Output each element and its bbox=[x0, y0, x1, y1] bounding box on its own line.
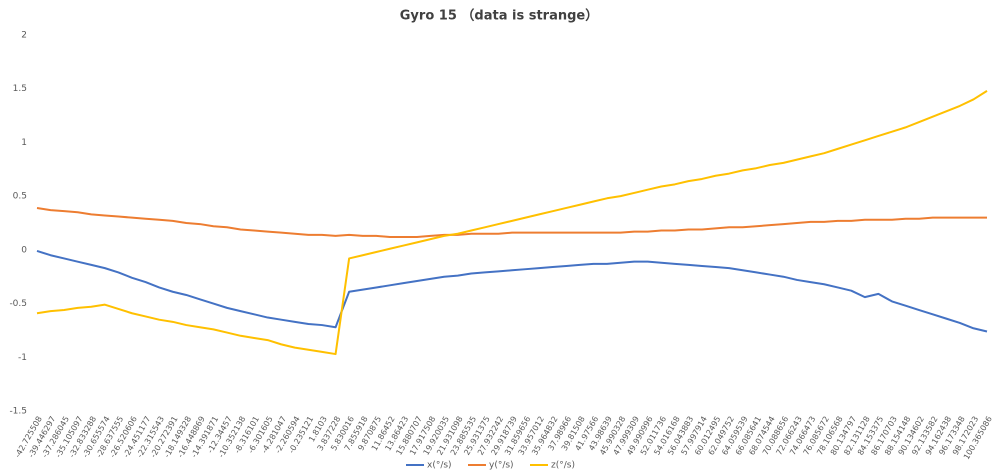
y-tick-label: -1 bbox=[18, 353, 27, 363]
y-tick-label: 0.5 bbox=[13, 192, 27, 202]
y-tick-label: 2 bbox=[21, 31, 27, 41]
y-tick-label: 1.5 bbox=[13, 84, 27, 94]
y-tick-label: 1 bbox=[21, 138, 27, 148]
chart-title: Gyro 15 （data is strange） bbox=[400, 8, 598, 24]
legend-label: x(°/s) bbox=[427, 461, 452, 471]
y-tick-label: -0.5 bbox=[9, 299, 27, 309]
legend-label: z(°/s) bbox=[551, 461, 575, 471]
legend-label: y(°/s) bbox=[489, 461, 514, 471]
y-tick-label: 0 bbox=[21, 245, 27, 255]
data-line bbox=[36, 249, 988, 333]
data-line bbox=[36, 206, 987, 238]
data-line bbox=[36, 90, 988, 356]
y-tick-label: -1.5 bbox=[9, 407, 27, 417]
